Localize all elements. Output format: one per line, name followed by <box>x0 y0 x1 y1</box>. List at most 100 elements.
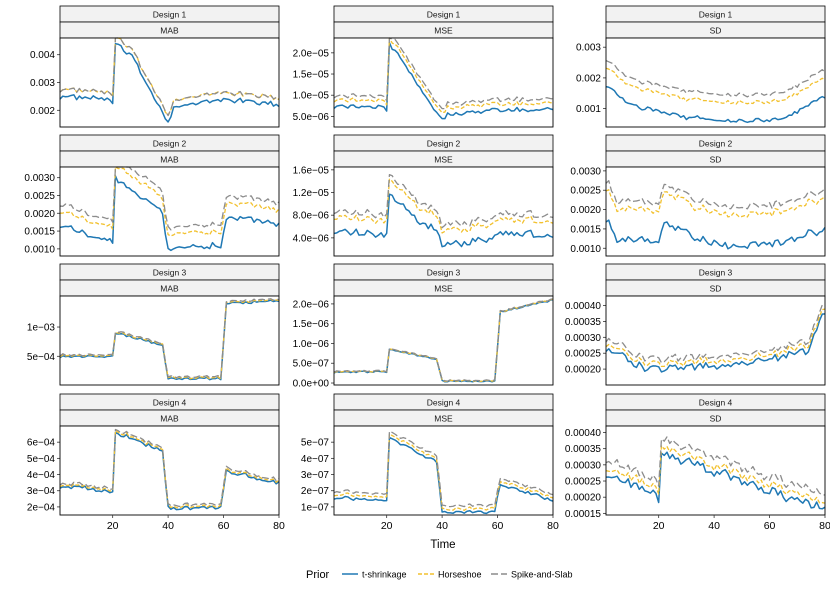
x-tick-label: 20 <box>381 520 393 532</box>
x-tick-label: 20 <box>107 520 119 532</box>
y-tick-label: 2e−07 <box>301 486 330 497</box>
strip-metric-label: MAB <box>160 26 179 36</box>
plot-area <box>334 167 553 256</box>
x-tick-label: 40 <box>162 520 174 532</box>
panel-design-1-mab: Design 1 MAB 0.002 0.003 0.004 <box>30 5 280 128</box>
y-tick-label: 0.00030 <box>565 333 602 344</box>
y-tick-label: 0.0010 <box>24 244 55 255</box>
panel-design-1-mse: Design 1 MSE 5.0e−06 1.0e−05 1.5e−05 2.0e−05 <box>293 5 554 128</box>
y-tick-label: 1e−07 <box>301 502 330 513</box>
series-line-t-shrinkage <box>605 313 826 373</box>
plot-area <box>606 167 825 256</box>
y-tick-label: 0.0025 <box>570 186 601 197</box>
series-line-t-shrinkage <box>333 41 554 120</box>
legend-label: Spike-and-Slab <box>511 570 573 580</box>
series-line-spike-and-slab <box>59 428 280 508</box>
panel-design-4-mab: Design 4 MAB 2e−04 3e−04 4e−04 5e−04 6e−04 20 40… <box>27 393 285 532</box>
y-tick-label: 0.001 <box>576 104 601 115</box>
y-tick-label: 0.00015 <box>565 509 602 520</box>
plot-area <box>334 296 553 385</box>
y-tick-label: 5.0e−06 <box>293 112 330 123</box>
y-tick-label: 0.0015 <box>24 227 55 238</box>
y-tick-label: 4e−04 <box>27 470 56 481</box>
x-tick-label: 40 <box>436 520 448 532</box>
strip-metric-label: MAB <box>160 284 179 294</box>
y-tick-label: 3e−07 <box>301 470 330 481</box>
plot-area <box>606 426 825 515</box>
y-tick-label: 0.00020 <box>565 365 602 376</box>
y-tick-label: 0.00040 <box>565 428 602 439</box>
series-line-horseshoe <box>605 67 826 105</box>
y-tick-label: 2e−04 <box>27 502 56 513</box>
series-line-t-shrinkage <box>605 219 826 250</box>
series-line-horseshoe <box>605 308 826 368</box>
y-tick-label: 0.004 <box>30 50 55 61</box>
series-line-spike-and-slab <box>605 436 826 496</box>
series-line-t-shrinkage <box>59 431 280 511</box>
y-tick-label: 6e−04 <box>27 438 56 449</box>
x-tick-label: 80 <box>547 520 559 532</box>
y-tick-label: 4e−07 <box>301 454 330 465</box>
y-tick-label: 5.0e−07 <box>293 359 330 370</box>
panel-border <box>605 37 826 128</box>
series-line-t-shrinkage <box>605 85 826 124</box>
series-line-spike-and-slab <box>333 37 554 110</box>
series-line-spike-and-slab <box>59 166 280 231</box>
panel-border <box>333 166 554 257</box>
x-tick-label: 60 <box>492 520 504 532</box>
panel-border <box>333 37 554 128</box>
y-tick-label: 0.00035 <box>565 317 602 328</box>
y-tick-label: 0.0030 <box>570 166 601 177</box>
series-line-t-shrinkage <box>333 436 554 515</box>
y-tick-label: 1.5e−06 <box>293 319 330 330</box>
y-tick-label: 8.0e−06 <box>293 211 330 222</box>
plot-area <box>334 426 553 515</box>
y-tick-label: 1e−03 <box>27 323 56 334</box>
series-line-horseshoe <box>605 445 826 504</box>
panel-border <box>333 295 554 386</box>
y-tick-label: 5e−04 <box>27 454 56 465</box>
y-tick-label: 0.0030 <box>24 173 55 184</box>
series-line-spike-and-slab <box>333 430 554 508</box>
y-tick-label: 0.003 <box>576 43 601 54</box>
y-tick-label: 3e−04 <box>27 486 56 497</box>
x-tick-label: 60 <box>218 520 230 532</box>
series-line-horseshoe <box>333 298 554 383</box>
panel-design-3-mse: Design 3 MSE 0.0e+00 5.0e−07 1.0e−06 1.5e−06 2… <box>293 263 554 390</box>
series-line-horseshoe <box>59 298 280 380</box>
panel-design-2-mse: Design 2 MSE 4.0e−06 8.0e−06 1.2e−05 1.6e−05 <box>293 134 554 257</box>
y-tick-label: 0.0020 <box>570 205 601 216</box>
strip-metric-label: MSE <box>434 284 453 294</box>
y-tick-label: 1.2e−05 <box>293 188 330 199</box>
strip-design-label: Design 4 <box>153 398 187 408</box>
x-axis-title: Time <box>430 539 455 551</box>
panel-design-4-sd: Design 4 SD 0.00015 0.00020 0.00025 0.00030 0.… <box>565 393 830 532</box>
y-tick-label: 0.00030 <box>565 460 602 471</box>
series-line-horseshoe <box>605 189 826 218</box>
strip-design-label: Design 1 <box>699 10 733 20</box>
x-tick-label: 40 <box>708 520 720 532</box>
panel-design-3-sd: Design 3 SD 0.00020 0.00025 0.00030 0.00035 0.… <box>565 263 826 386</box>
strip-metric-label: MSE <box>434 414 453 424</box>
y-tick-label: 0.003 <box>30 78 55 89</box>
strip-design-label: Design 3 <box>699 268 733 278</box>
x-tick-label: 80 <box>273 520 285 532</box>
panel-border <box>59 166 280 257</box>
y-tick-label: 0.0010 <box>570 244 601 255</box>
panel-border <box>59 425 280 516</box>
series-line-spike-and-slab <box>605 303 826 364</box>
legend-title: Prior <box>306 569 330 581</box>
y-tick-label: 1.5e−05 <box>293 70 330 81</box>
strip-metric-label: MSE <box>434 26 453 36</box>
legend-label: t-shrinkage <box>362 570 407 580</box>
panel-border <box>605 295 826 386</box>
plot-area <box>60 296 279 385</box>
series-line-horseshoe <box>59 429 280 509</box>
series-line-spike-and-slab <box>605 179 826 210</box>
strip-design-label: Design 3 <box>427 268 461 278</box>
panel-border <box>59 37 280 128</box>
panel-border <box>59 295 280 386</box>
y-tick-label: 1.6e−05 <box>293 165 330 176</box>
y-tick-label: 0.00035 <box>565 444 602 455</box>
